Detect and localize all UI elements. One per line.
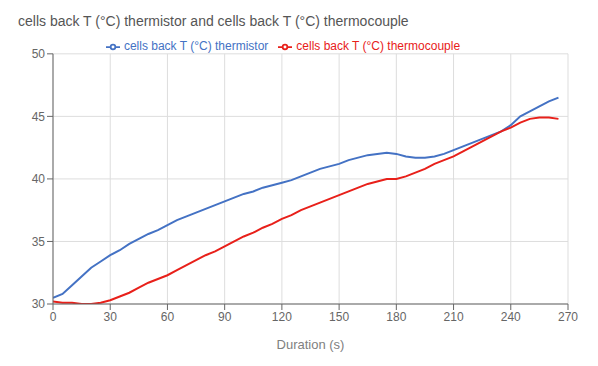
html-text:cells back T (°C) thermocouple: cells back T (°C) thermocouple: [296, 39, 461, 53]
svg-text:90: 90: [218, 310, 232, 324]
svg-text:150: 150: [329, 310, 349, 324]
svg-text:0: 0: [50, 310, 57, 324]
svg-text:50: 50: [32, 47, 46, 61]
svg-text:40: 40: [32, 172, 46, 186]
svg-text:120: 120: [272, 310, 292, 324]
svg-text:210: 210: [444, 310, 464, 324]
svg-text:270: 270: [558, 310, 578, 324]
html-text:cells back T (°C) thermistor: cells back T (°C) thermistor: [123, 39, 269, 53]
svg-text:30: 30: [32, 297, 46, 311]
svg-text:60: 60: [161, 310, 175, 324]
svg-text:35: 35: [32, 235, 46, 249]
html-text:cells back T (°C) thermistor a: cells back T (°C) thermistor and cells b…: [18, 13, 409, 29]
svg-text:240: 240: [501, 310, 521, 324]
svg-text:180: 180: [386, 310, 406, 324]
svg-text:45: 45: [32, 110, 46, 124]
svg-text:Duration (s): Duration (s): [277, 337, 345, 352]
svg-text:30: 30: [104, 310, 118, 324]
